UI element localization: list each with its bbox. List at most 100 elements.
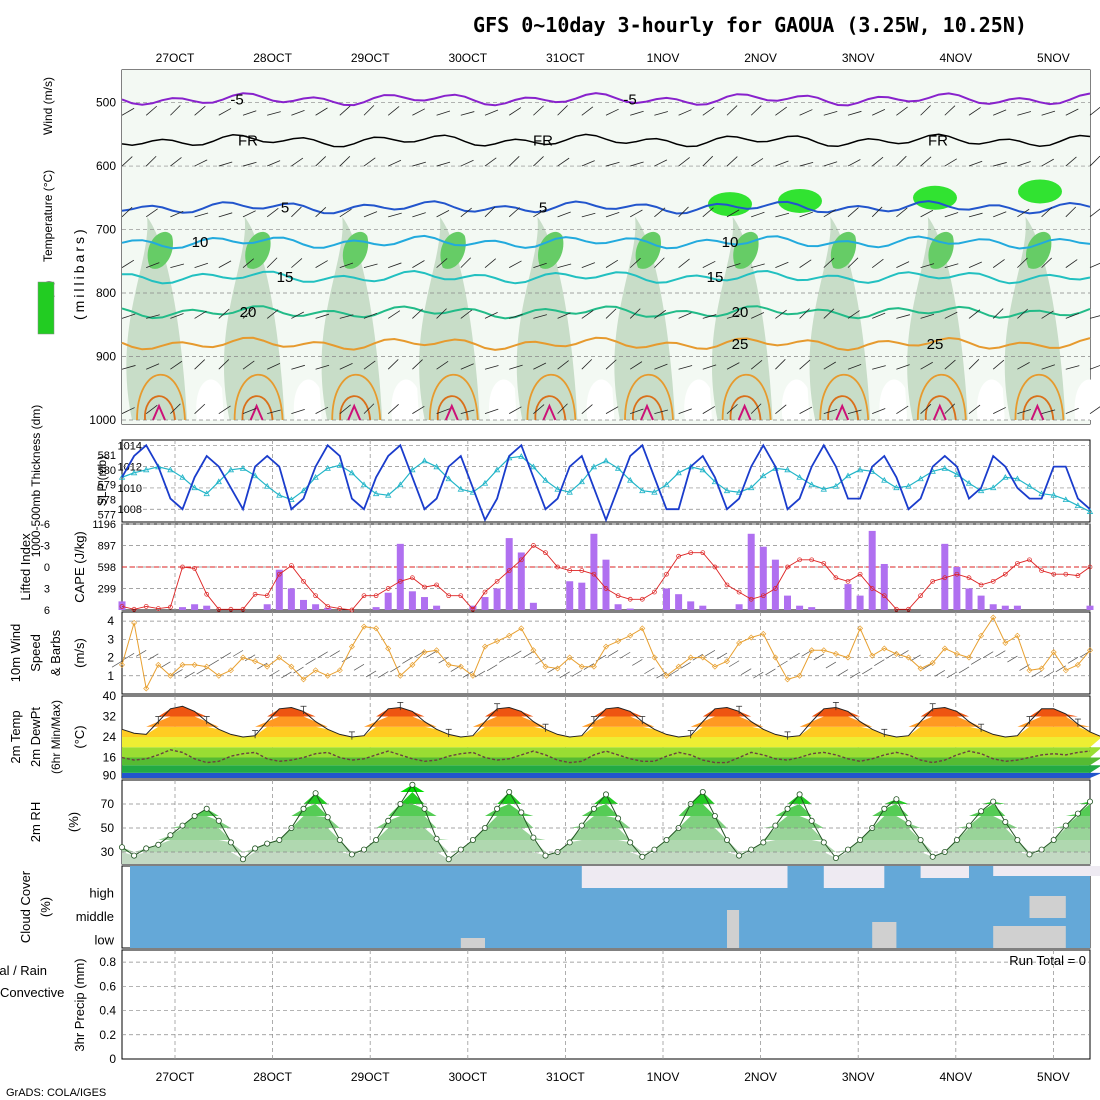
rh-point bbox=[627, 839, 634, 846]
rh-point bbox=[1038, 846, 1045, 853]
rh-point bbox=[324, 814, 331, 821]
rh-point bbox=[457, 846, 464, 853]
rh-shade-green bbox=[440, 231, 466, 269]
surface-wind-barb bbox=[1043, 671, 1054, 678]
rh-point bbox=[1002, 819, 1009, 826]
cape-bar bbox=[433, 605, 441, 610]
rh-band-fill bbox=[122, 816, 1090, 828]
isotherm-label: 20 bbox=[240, 304, 257, 321]
surface-wind-barb bbox=[426, 650, 437, 658]
wind-speed-point bbox=[1002, 639, 1009, 646]
upper-wind-barb bbox=[654, 409, 669, 415]
li-line bbox=[121, 544, 1091, 611]
upper-wind-barb bbox=[678, 408, 692, 415]
isotherm-25-arch bbox=[526, 373, 577, 421]
wind-speed-point bbox=[409, 661, 416, 668]
upper-wind-barb bbox=[436, 110, 451, 116]
upper-wind-barb bbox=[581, 310, 594, 319]
wind-speed-point bbox=[881, 645, 888, 652]
li-point bbox=[857, 571, 863, 577]
rh-shade-mid bbox=[614, 216, 675, 420]
surface-wind-barb bbox=[293, 666, 304, 674]
wind-speed-point bbox=[566, 654, 573, 661]
thickness-point bbox=[239, 465, 247, 471]
li-point bbox=[845, 578, 851, 584]
rh-point bbox=[796, 791, 803, 798]
upper-wind-barb bbox=[363, 360, 376, 370]
upper-wind-barb bbox=[533, 362, 547, 370]
surface-wind-barb bbox=[874, 659, 885, 667]
rh-point bbox=[421, 805, 428, 812]
rh-point bbox=[385, 817, 392, 824]
thickness-point bbox=[723, 487, 731, 494]
upper-wind-barb bbox=[363, 105, 375, 116]
rh-point bbox=[227, 839, 234, 846]
li-point bbox=[531, 543, 536, 548]
pressure-tick-label: 1000 bbox=[89, 413, 116, 427]
upper-wind-barb bbox=[823, 257, 835, 268]
isotherm-30-arch bbox=[241, 395, 274, 421]
thickness-point bbox=[215, 478, 222, 485]
upper-wind-barb bbox=[557, 403, 568, 414]
surface-wind-barb bbox=[910, 654, 921, 662]
cape-bar bbox=[675, 594, 683, 610]
isotherm-label: 25 bbox=[732, 336, 749, 353]
isotherm-25-arch bbox=[819, 373, 870, 421]
isotherm-label: 5 bbox=[539, 199, 547, 216]
day-label-top: 4NOV bbox=[939, 51, 972, 65]
cape-bar bbox=[626, 608, 634, 610]
wind-tick-label: 3 bbox=[107, 632, 114, 646]
wind10-barbs-label: & Barbs bbox=[48, 629, 63, 676]
day-label-top: 31OCT bbox=[546, 51, 585, 65]
surface-wind-barb bbox=[184, 671, 195, 679]
li-tick-label: -3 bbox=[40, 541, 50, 553]
upper-wind-barb bbox=[291, 364, 305, 370]
isotherm-30-arch bbox=[729, 395, 762, 421]
wind-speed-point bbox=[421, 649, 428, 656]
surface-wind-barb bbox=[486, 664, 498, 672]
rh-point bbox=[724, 837, 731, 844]
upper-wind-barb bbox=[363, 211, 378, 218]
upper-wind-barb bbox=[896, 314, 911, 319]
cape-bar bbox=[493, 588, 501, 610]
rh-point bbox=[905, 820, 912, 827]
surface-wind-barb bbox=[1031, 670, 1042, 678]
day-label-top: 29OCT bbox=[351, 51, 390, 65]
thickness-point bbox=[977, 487, 985, 494]
temp-tick-label: 16 bbox=[103, 751, 117, 765]
cape-bar bbox=[1001, 605, 1009, 610]
wind-speed-point bbox=[1050, 649, 1057, 656]
isotherm-25-arch bbox=[428, 373, 479, 421]
upper-wind-barb bbox=[1065, 108, 1079, 116]
upper-wind-barb bbox=[1041, 310, 1054, 319]
day-label-top: 1NOV bbox=[647, 51, 680, 65]
upper-wind-barb bbox=[1065, 206, 1077, 218]
upper-wind-barb bbox=[581, 262, 596, 269]
isotherm-30-arch bbox=[339, 395, 372, 421]
thickness-point bbox=[1026, 482, 1033, 489]
upper-wind-barb bbox=[1017, 161, 1031, 167]
wind-tick-label: 1 bbox=[107, 669, 114, 683]
rh-shade-mid bbox=[321, 216, 383, 420]
li-point bbox=[579, 568, 585, 573]
li-point bbox=[361, 593, 367, 599]
cloud-low-patch bbox=[727, 910, 740, 948]
li-point bbox=[1027, 557, 1032, 563]
thickness-point bbox=[360, 481, 368, 488]
li-point bbox=[325, 604, 331, 609]
li-point bbox=[1002, 571, 1008, 577]
thickness-point bbox=[917, 475, 924, 482]
cloud-level-label: middle bbox=[76, 909, 114, 924]
upper-wind-barb bbox=[363, 312, 378, 319]
thickness-point bbox=[251, 472, 259, 479]
rh-point bbox=[736, 852, 743, 859]
surface-wind-barb bbox=[208, 659, 219, 667]
cape-bar bbox=[517, 552, 525, 610]
rh-shade-bright bbox=[1018, 179, 1062, 204]
upper-wind-barb bbox=[678, 109, 692, 116]
upper-wind-barb bbox=[944, 212, 959, 218]
surface-wind-barb bbox=[535, 657, 546, 665]
thickness-point bbox=[856, 466, 864, 473]
li-point bbox=[410, 575, 415, 581]
cape-bar bbox=[663, 588, 670, 610]
